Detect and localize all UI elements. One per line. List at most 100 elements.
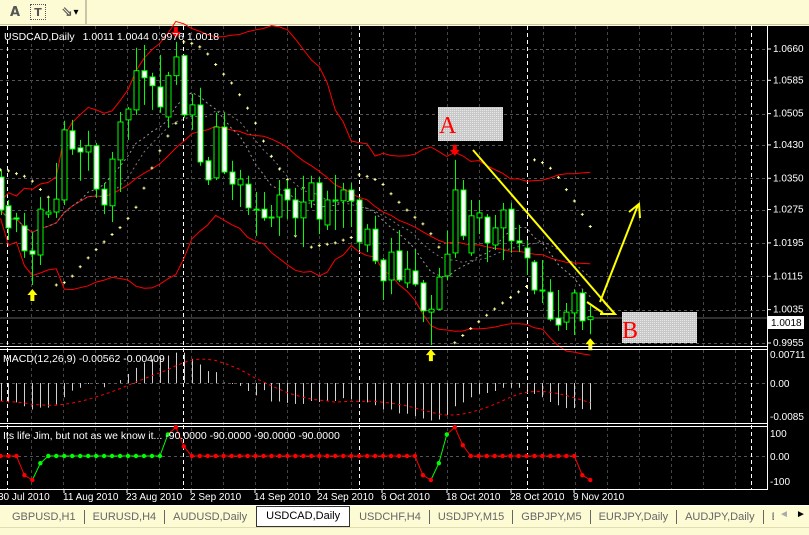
candle-body — [85, 145, 92, 153]
jim-dot — [197, 453, 202, 459]
jim-dot — [6, 453, 11, 459]
annotation-b-label: B — [622, 318, 638, 344]
candle-body — [500, 209, 507, 229]
text-box-tool-icon[interactable]: T — [30, 4, 46, 20]
jim-dot — [149, 453, 155, 459]
uptrend-arrow-line[interactable] — [599, 204, 639, 303]
tab-audusd-daily[interactable]: AUDUSD,Daily — [173, 511, 248, 523]
tab-usdchf-h4[interactable]: USDCHF,H4 — [359, 511, 421, 523]
sar-dot — [14, 172, 18, 176]
candle — [276, 179, 283, 236]
candle — [531, 260, 538, 295]
tab-separator — [589, 510, 591, 524]
jim-dot — [229, 453, 234, 459]
scroll-right-icon[interactable]: ► — [796, 509, 806, 520]
candle-body — [101, 188, 108, 206]
downtrend-arrow-head-icon — [600, 301, 618, 315]
candle — [149, 72, 156, 110]
jim-dot — [46, 453, 51, 459]
sar-dot — [246, 106, 250, 110]
jim-dot — [428, 477, 434, 483]
time-axis[interactable]: 30 Jul 2010 11 Aug 2010 23 Aug 2010 2 Sep 2… — [0, 489, 625, 503]
annotation-a-box[interactable] — [438, 107, 503, 141]
candle-body — [213, 126, 220, 179]
sar-dot — [309, 245, 313, 249]
jim-dot — [468, 453, 473, 459]
candle — [284, 179, 291, 220]
candle-body — [261, 208, 268, 219]
scroll-left-icon[interactable]: ◄ — [779, 509, 789, 520]
tab-audjpy-daily[interactable]: AUDJPY,Daily — [685, 511, 755, 523]
chart-window[interactable]: A B USDCAD,Daily 1.0011 1.0044 0.9976 1.0… — [0, 0, 809, 505]
time-tick-label: 2 Sep 2010 — [190, 492, 242, 503]
jim-dot — [436, 461, 442, 466]
candle — [205, 157, 212, 185]
jim-dot — [30, 477, 35, 483]
candle-body — [547, 291, 554, 320]
candle — [292, 187, 299, 236]
jim-tick-label: -100 — [770, 477, 790, 488]
candle-body — [173, 56, 180, 77]
jim-dot — [70, 453, 75, 459]
tab-gbpusd-h1[interactable]: GBPUSD,H1 — [12, 511, 76, 523]
candle-body — [245, 183, 252, 209]
downtrend-arrow-line[interactable] — [472, 149, 615, 314]
jim-line-segment — [31, 462, 41, 481]
sar-dot — [142, 186, 146, 190]
tab-usdjpy-m15[interactable]: USDJPY,M15 — [437, 511, 505, 523]
price-axis[interactable]: 1.0660 1.0585 1.0505 1.0430 1.0350 1.0275 1.01… — [767, 44, 804, 349]
tab-eurusd-h4[interactable]: EURUSD,H4 — [92, 511, 157, 523]
sar-dot — [150, 166, 154, 170]
candle — [189, 94, 196, 130]
sar-dot — [262, 139, 266, 143]
arrows-tool-icon[interactable]: ⇘ — [61, 4, 73, 20]
tab-eurjpy-daily[interactable]: EURJPY,Daily — [598, 511, 669, 523]
time-tick-label: 11 Aug 2010 — [63, 492, 119, 503]
trend-arrows[interactable] — [472, 149, 641, 315]
tab-gbpjpy-m5[interactable]: GBPJPY,M5 — [521, 511, 582, 523]
sar-dot — [572, 199, 576, 203]
candle — [372, 215, 379, 265]
arrow-tail — [586, 301, 604, 314]
time-tick-label: 6 Oct 2010 — [381, 492, 430, 503]
price-tick-label: 1.0430 — [773, 140, 804, 151]
candle — [229, 160, 236, 200]
annotation-b[interactable]: B — [622, 312, 697, 344]
candle-body — [117, 121, 124, 161]
jim-dot — [101, 453, 107, 459]
annotation-a-label: A — [439, 113, 457, 139]
sar-dot — [365, 174, 369, 178]
candle-body — [292, 199, 299, 219]
candle — [29, 232, 36, 286]
jim-axis: 100 0.00 -100 — [770, 429, 790, 488]
candle-body — [205, 160, 212, 181]
sar-dot — [54, 283, 58, 287]
tab-e[interactable]: E — [764, 509, 774, 525]
chevron-down-icon[interactable]: ▾ — [73, 6, 79, 18]
candle — [460, 179, 467, 240]
jim-dot — [293, 453, 298, 459]
candle — [93, 142, 100, 198]
candle-body — [332, 199, 339, 202]
candle — [85, 130, 92, 171]
jim-dot — [93, 453, 99, 459]
jim-dot — [420, 473, 426, 478]
jim-dot — [317, 453, 322, 459]
annotation-b-box[interactable] — [622, 312, 697, 343]
jim-dot — [484, 453, 489, 459]
candle-body — [165, 75, 172, 118]
sar-dot — [38, 187, 42, 191]
jim-tick-label: 100 — [770, 429, 787, 440]
candle — [468, 199, 475, 256]
annotation-a[interactable]: A — [438, 107, 503, 141]
tab-usdcad-daily[interactable]: USDCAD,Daily — [256, 506, 351, 528]
candle-body — [197, 104, 204, 163]
candle — [117, 111, 124, 193]
jim-dot — [325, 453, 330, 459]
sar-dot — [86, 256, 90, 260]
sar-dot — [30, 179, 34, 183]
text-label-tool-icon[interactable]: A — [9, 4, 21, 20]
candle — [268, 204, 275, 228]
candle-body — [452, 189, 459, 254]
candle-body — [420, 282, 427, 312]
